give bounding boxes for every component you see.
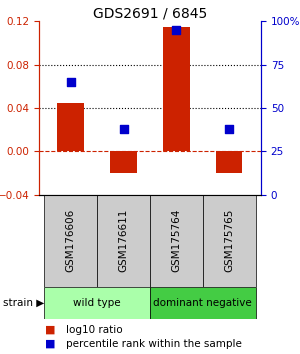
Text: ■: ■ — [45, 339, 56, 349]
Text: percentile rank within the sample: percentile rank within the sample — [66, 339, 242, 349]
Bar — [163, 27, 190, 152]
Bar — [97, 195, 150, 287]
Text: GSM176611: GSM176611 — [118, 209, 129, 273]
Text: GSM176606: GSM176606 — [66, 209, 76, 272]
Text: strain ▶: strain ▶ — [3, 298, 44, 308]
Bar — [203, 195, 256, 287]
Text: ■: ■ — [45, 325, 56, 335]
Text: GSM175764: GSM175764 — [171, 209, 182, 273]
Bar — [58, 103, 84, 152]
Point — [121, 126, 126, 132]
Text: log10 ratio: log10 ratio — [66, 325, 123, 335]
Bar — [150, 195, 203, 287]
Title: GDS2691 / 6845: GDS2691 / 6845 — [93, 6, 207, 20]
Text: wild type: wild type — [73, 298, 121, 308]
Point — [174, 27, 179, 33]
Point — [68, 79, 73, 85]
Text: dominant negative: dominant negative — [154, 298, 252, 308]
Point — [227, 126, 232, 132]
Text: GSM175765: GSM175765 — [224, 209, 234, 273]
Bar — [44, 287, 150, 319]
Bar — [110, 152, 137, 173]
Bar — [150, 287, 256, 319]
Bar — [44, 195, 97, 287]
Bar — [216, 152, 242, 173]
